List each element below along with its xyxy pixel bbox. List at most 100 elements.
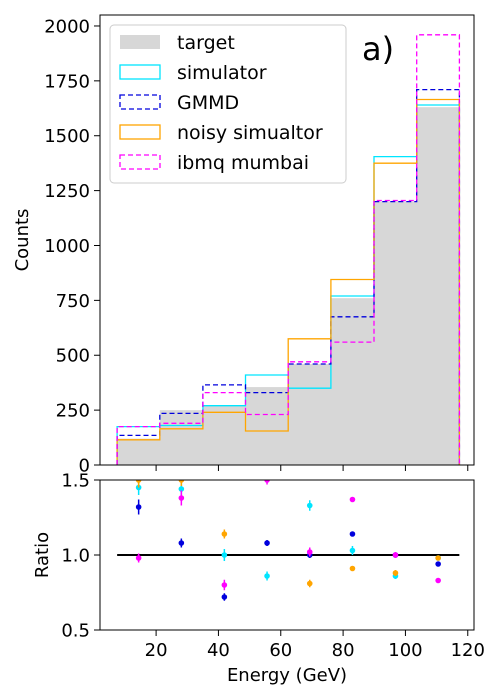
marker	[135, 555, 142, 561]
ratio-point-gmmd-2	[178, 538, 185, 548]
marker	[392, 570, 399, 576]
marker	[178, 495, 185, 501]
marker	[435, 577, 441, 584]
marker	[178, 540, 185, 546]
ratio-point-simulator-4	[264, 571, 270, 581]
x-tick-label-20: 20	[145, 640, 168, 661]
y-tick-label-250: 250	[56, 401, 90, 422]
marker	[221, 582, 228, 588]
ratio-point-gmmd-1	[135, 499, 142, 515]
bar-target-2	[159, 410, 204, 465]
legend-label-noisy-simualtor: noisy simualtor	[177, 122, 323, 144]
ratio-point-noisy-simualtor-3	[221, 529, 228, 539]
marker	[435, 561, 441, 567]
marker	[349, 547, 356, 554]
marker	[349, 531, 356, 537]
ratio-point-noisy-simualtor-6	[349, 565, 356, 572]
ratio-point-gmmd-6	[349, 531, 356, 537]
marker	[435, 555, 441, 561]
legend-label-target: target	[177, 32, 235, 54]
bar-target-7	[373, 201, 418, 465]
legend-box	[109, 24, 347, 184]
marker	[306, 502, 313, 509]
x-axis-label: Energy (GeV)	[227, 665, 347, 686]
legend-entry-noisy-simualtor: noisy simualtor	[119, 122, 323, 144]
ratio-y-tick-label-2: 1.5	[61, 471, 90, 492]
legend-entry-ibmq-mumbai: ibmq mumbai	[119, 152, 309, 174]
ratio-point-gmmd-4	[264, 540, 270, 546]
ratio-point-ibmq-mumbai-2	[178, 490, 185, 506]
legend-swatch-target	[120, 35, 160, 49]
marker	[306, 549, 313, 555]
ratio-point-noisy-simualtor-8	[435, 555, 441, 561]
y-tick-label-500: 500	[56, 346, 90, 367]
ratio-point-ibmq-mumbai-3	[221, 579, 228, 591]
y-tick-label-1000: 1000	[44, 236, 90, 257]
ratio-point-noisy-simualtor-2	[178, 480, 185, 486]
ratio-point-gmmd-3	[221, 593, 228, 601]
ratio-point-ibmq-mumbai-4	[264, 480, 270, 485]
ratio-point-simulator-5	[306, 500, 313, 511]
x-tick-label-100: 100	[388, 640, 422, 661]
marker	[178, 480, 185, 483]
legend-swatch-gmmd	[119, 94, 161, 110]
legend-entry-simulator: simulator	[119, 62, 267, 84]
ratio-point-simulator-3	[221, 549, 228, 561]
x-tick-label-120: 120	[451, 640, 485, 661]
ratio-y-tick-label-0: 0.5	[61, 621, 90, 642]
marker	[349, 496, 356, 503]
ratio-point-noisy-simualtor-7	[392, 570, 399, 576]
marker	[135, 480, 142, 483]
marker	[392, 552, 399, 558]
y-tick-label-1750: 1750	[44, 71, 90, 92]
ratio-panel: 0.5 1.0 1.5 20 40 60 80 100 120 Energy (GeV) Ratio	[32, 471, 485, 687]
marker	[135, 504, 142, 510]
marker	[264, 573, 270, 579]
ratio-point-noisy-simualtor-5	[306, 579, 313, 588]
bar-target-8	[416, 107, 460, 465]
bar-target-1	[117, 438, 161, 465]
legend-entry-target: target	[120, 32, 235, 54]
x-tick-label-60: 60	[269, 640, 292, 661]
ratio-y-axis-label: Ratio	[32, 532, 53, 578]
ratio-point-noisy-simualtor-1	[135, 480, 142, 488]
legend-swatch-ibmq-mumbai	[119, 154, 161, 170]
x-tick-label-80: 80	[332, 640, 355, 661]
legend-label-ibmq-mumbai: ibmq mumbai	[177, 152, 309, 174]
bar-target-4	[245, 387, 289, 465]
bar-target-5	[288, 364, 332, 465]
y-tick-label-0: 0	[79, 456, 90, 477]
legend-swatch-simulator	[119, 64, 161, 80]
legend-entry-gmmd: GMMD	[119, 92, 239, 114]
legend-label-gmmd: GMMD	[177, 92, 239, 114]
marker	[349, 565, 356, 572]
ratio-point-ibmq-mumbai-6	[349, 496, 356, 503]
ratio-point-simulator-6	[349, 546, 356, 555]
ratio-point-ibmq-mumbai-5	[306, 547, 313, 557]
ratio-point-ibmq-mumbai-8	[435, 577, 441, 584]
ratio-y-tick-label-1: 1.0	[61, 546, 90, 567]
ratio-point-gmmd-8	[435, 561, 441, 567]
bar-target-3	[202, 405, 246, 465]
bar-target-6	[330, 298, 375, 465]
marker	[306, 580, 313, 587]
legend-swatch-noisy-simualtor	[119, 124, 161, 140]
marker	[221, 594, 228, 600]
y-tick-label-2000: 2000	[44, 16, 90, 37]
y-tick-label-1500: 1500	[44, 126, 90, 147]
marker	[178, 486, 185, 492]
step-line-ibmq-mumbai	[116, 34, 461, 465]
step-line-noisy-simualtor	[116, 98, 461, 465]
legend-label-simulator: simulator	[177, 62, 267, 84]
y-tick-label-750: 750	[56, 291, 90, 312]
histogram-y-axis-label: Counts	[12, 209, 33, 272]
marker	[221, 531, 228, 537]
panel-label: a)	[362, 30, 394, 68]
ratio-point-ibmq-mumbai-7	[392, 552, 399, 558]
x-tick-label-40: 40	[207, 640, 230, 661]
histogram-panel: 0 250 500 750 1000 1250 1500 1750 2000 Counts a) ta…	[12, 14, 475, 477]
histogram-frame	[99, 14, 475, 466]
marker	[264, 540, 270, 546]
ratio-plot-area	[117, 480, 460, 601]
